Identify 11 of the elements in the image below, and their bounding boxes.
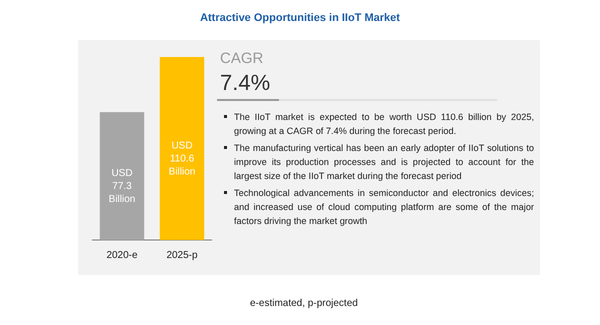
text: The manufacturing vertical has been an early adopter of IIoT solutions to improve its production processes and is projected to account for the largest size of the IIoT market during the forecast period <box>234 143 534 181</box>
text: CAGR <box>220 50 264 67</box>
x-tick-label: 2025-p <box>166 250 198 261</box>
data-label: USD 77.3 Billion <box>108 168 136 205</box>
text: e-estimated, p-projected <box>250 298 358 309</box>
text: Technological advancements in semiconductor and electronics devices; and increased use of cloud computing platform are some of the major factors driving the market growth <box>234 188 534 226</box>
x-tick-label: 2020-e <box>106 250 138 261</box>
data-label: USD 110.6 Billion <box>168 140 196 178</box>
text: The IIoT market is expected to be worth USD 110.6 billion by 2025, growing at a CAGR of 7.4% during the forecast period. <box>234 112 534 136</box>
text: Attractive Opportunities in IIoT Market <box>199 12 401 24</box>
text: 7.4% <box>220 70 270 96</box>
